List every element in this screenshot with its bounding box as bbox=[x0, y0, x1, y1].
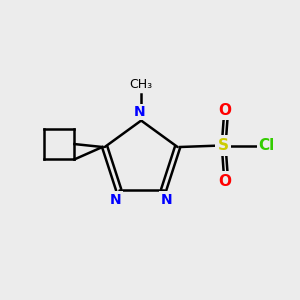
Text: N: N bbox=[134, 105, 146, 119]
Text: CH₃: CH₃ bbox=[130, 78, 153, 91]
Text: O: O bbox=[218, 103, 231, 118]
Text: N: N bbox=[110, 193, 122, 207]
Text: Cl: Cl bbox=[259, 138, 275, 153]
Text: S: S bbox=[218, 138, 229, 153]
Text: O: O bbox=[218, 173, 231, 188]
Text: N: N bbox=[161, 193, 172, 207]
